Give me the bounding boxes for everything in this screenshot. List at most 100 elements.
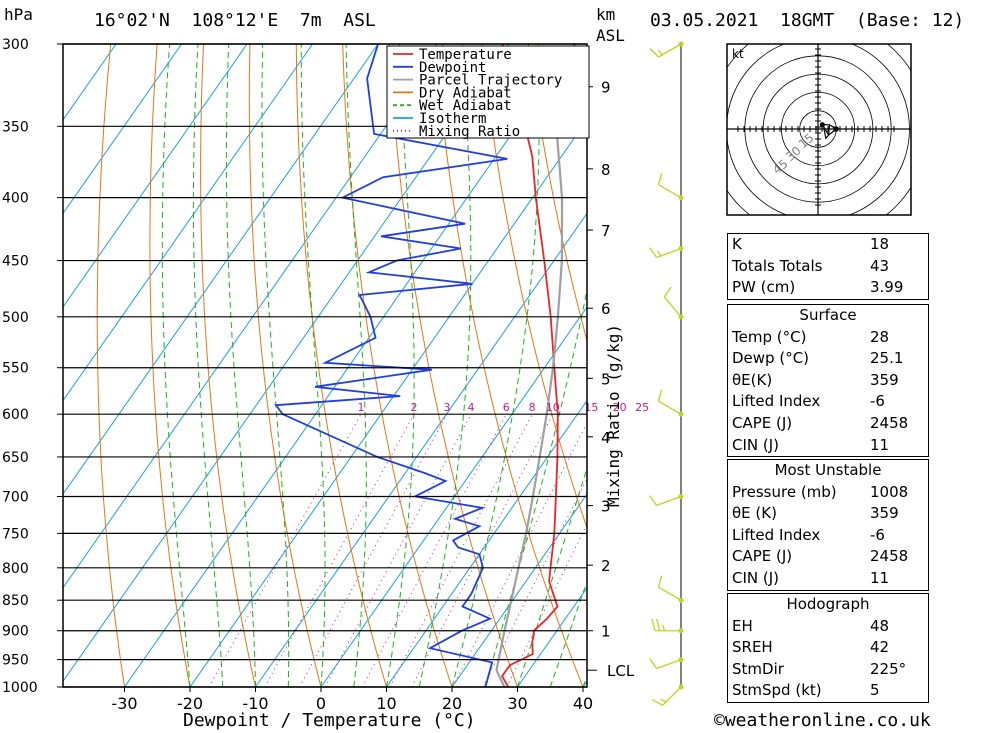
section-title: Hodograph: [786, 595, 870, 613]
height-tick-label: 3: [601, 498, 611, 516]
section-title: Most Unstable: [774, 461, 882, 479]
height-tick-label: 9: [601, 79, 611, 97]
height-tick-label: 2: [601, 557, 611, 575]
row-label: Lifted Index: [732, 525, 821, 544]
wind-barb-flag: [649, 658, 658, 669]
pressure-tick-label: 900: [2, 624, 29, 640]
row-value: 11: [870, 568, 890, 587]
pressure-tick-label: 800: [2, 561, 29, 577]
mixing-ratio-label: 15: [584, 401, 598, 414]
pressure-tick-label: 1000: [2, 680, 38, 696]
row-label: Totals Totals: [732, 256, 823, 275]
km-label: km: [596, 5, 616, 24]
wind-barb-flag: [662, 624, 665, 631]
table-row: θE (K) 359: [728, 503, 928, 525]
wet-adiabat-line: [300, 44, 326, 687]
isotherm-line: [386, 399, 587, 687]
pressure-tick-label: 300: [2, 37, 29, 53]
isotherm-line: [320, 306, 587, 687]
wind-barb: [658, 184, 682, 199]
wind-barb-flag: [663, 286, 672, 298]
pressure-tick-label: 500: [2, 310, 29, 326]
wind-barb-flag: [655, 618, 661, 631]
parcel-trajectory-series: [495, 78, 564, 687]
dry-adiabat-line: [200, 44, 256, 687]
row-label: CAPE (J): [732, 413, 793, 432]
hodograph-unit: kt: [732, 47, 744, 61]
pressure-tick-label: 700: [2, 490, 29, 506]
row-value: 25.1: [870, 349, 904, 368]
dry-adiabat-line: [149, 44, 191, 687]
dry-adiabat-line: [946, 44, 1000, 687]
row-label: θE (K): [732, 504, 777, 523]
isotherm-line: [451, 493, 587, 687]
table-row: EH 48: [728, 616, 928, 638]
row-label: PW (cm): [732, 278, 796, 297]
row-label: K: [732, 235, 742, 253]
isotherm-line: [63, 44, 379, 496]
wind-barb: [658, 400, 682, 415]
temperature-series: [501, 44, 559, 687]
row-value: -6: [870, 392, 885, 411]
row-label: CAPE (J): [732, 547, 793, 566]
wet-adiabat-line: [161, 44, 191, 687]
x-axis-label: Dewpoint / Temperature (°C): [183, 710, 476, 731]
height-tick-label: 4: [601, 429, 611, 447]
isotherm-line: [63, 44, 248, 308]
isotherm-line: [63, 44, 314, 402]
mixing-ratio-label: 2: [411, 401, 418, 414]
mixing-ratio-label: 25: [635, 401, 649, 414]
mixing-ratio-line: [482, 477, 587, 687]
wind-barb: [662, 686, 682, 706]
pressure-tick-label: 750: [2, 526, 29, 542]
datetime-title: 03.05.2021 18GMT (Base: 12): [650, 10, 965, 31]
row-value: 28: [870, 327, 890, 346]
row-label: EH: [732, 616, 753, 635]
temperature-tick-label: 0: [316, 694, 326, 713]
mixing-ratio-label: 8: [529, 401, 536, 414]
dewpoint-series: [274, 44, 508, 687]
legend-box: [386, 45, 590, 139]
pressure-tick-label: 950: [2, 653, 29, 669]
isotherm-line: [63, 44, 510, 683]
row-value: 2458: [870, 547, 909, 566]
legend-label: Parcel Trajectory: [419, 73, 562, 89]
table-row: Pressure (mb) 1008: [728, 482, 928, 504]
pressure-unit-label: hPa: [4, 5, 33, 24]
legend-label: Mixing Ratio: [419, 124, 520, 140]
section-title: Surface: [799, 306, 857, 324]
row-value: 225°: [870, 659, 907, 678]
table-row: SREH 42: [728, 637, 928, 659]
legend-label: Wet Adiabat: [419, 98, 512, 114]
wind-barb-flag: [651, 698, 663, 706]
table-row: CIN (J) 11: [728, 435, 928, 457]
hodograph-panel: Hodograph EH 48 SREH 42 StmDir 225° StmSpd (kt)…: [727, 593, 929, 703]
row-value: 11: [870, 435, 890, 454]
isotherm-line: [255, 212, 587, 687]
table-row: PW (cm) 3.99: [728, 277, 928, 299]
row-label: Pressure (mb): [732, 482, 837, 501]
hodograph: [727, 44, 911, 215]
wind-barb-flag: [649, 247, 658, 258]
row-label: StmSpd (kt): [732, 681, 822, 700]
row-label: θE(K): [732, 370, 773, 389]
pressure-tick-label: 850: [2, 593, 29, 609]
isotherm-line: [124, 44, 576, 687]
legend-label: Temperature: [419, 47, 512, 63]
table-row: StmDir 225°: [728, 659, 928, 681]
mixing-ratio-label: 3: [443, 401, 450, 414]
pressure-tick-label: 650: [2, 450, 29, 466]
row-value: 48: [870, 616, 890, 635]
table-row: Dewp (°C) 25.1: [728, 348, 928, 370]
credit-text: ©weatheronline.co.uk: [714, 710, 931, 731]
row-value: -6: [870, 525, 885, 544]
mixing-ratio-label: 4: [467, 401, 474, 414]
wind-barb-flag: [657, 389, 663, 402]
mixing-ratio-line: [389, 413, 533, 687]
dry-adiabat-line: [993, 44, 1000, 687]
pressure-tick-label: 600: [2, 407, 29, 423]
temperature-tick-label: -10: [242, 694, 268, 713]
asl-label: ASL: [596, 26, 625, 45]
hodograph-trace: [822, 124, 838, 140]
